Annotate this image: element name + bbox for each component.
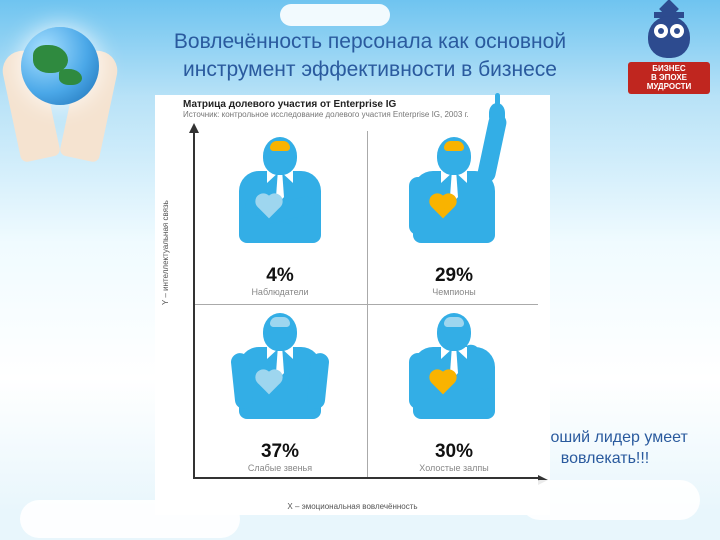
brain-icon — [270, 141, 290, 151]
person-icon — [399, 137, 509, 265]
brain-icon — [270, 317, 290, 327]
quadrant-weak-links: 37%Слабые звенья — [195, 307, 365, 479]
quadrant-observers: 4%Наблюдатели — [195, 131, 365, 303]
quadrant-label: Холостые залпы — [369, 463, 539, 473]
badge-line2: В ЭПОХЕ МУДРОСТИ — [630, 74, 708, 92]
person-icon — [225, 313, 335, 441]
brain-icon — [444, 141, 464, 151]
quadrant-blank-shots: 30%Холостые залпы — [369, 307, 539, 479]
quadrant-percent: 29% — [369, 265, 539, 287]
matrix-grid: 4%Наблюдатели 29%Чемпионы 37%Слабые звен… — [193, 131, 538, 479]
cloud-decor — [20, 500, 240, 538]
y-axis-label: Y – интеллектуальная связь — [161, 200, 170, 305]
cloud-decor — [520, 480, 700, 520]
hands-globe-decor — [5, 5, 115, 175]
quadrant-label: Слабые звенья — [195, 463, 365, 473]
globe-icon — [21, 27, 99, 105]
person-icon — [399, 313, 509, 441]
engagement-matrix: Матрица долевого участия от Enterprise I… — [155, 95, 550, 515]
quadrant-percent: 37% — [195, 441, 365, 463]
quadrant-champions: 29%Чемпионы — [369, 131, 539, 303]
owl-icon — [644, 10, 694, 60]
brain-icon — [444, 317, 464, 327]
quadrant-label: Наблюдатели — [195, 287, 365, 297]
quadrant-percent: 4% — [195, 265, 365, 287]
cloud-decor — [280, 4, 390, 26]
quadrant-percent: 30% — [369, 441, 539, 463]
person-icon — [225, 137, 335, 265]
slide-title: Вовлечённость персонала как основной инс… — [130, 28, 610, 85]
badge-banner: БИЗНЕС В ЭПОХЕ МУДРОСТИ — [628, 62, 710, 94]
brand-badge: БИЗНЕС В ЭПОХЕ МУДРОСТИ — [628, 10, 710, 94]
quadrant-label: Чемпионы — [369, 287, 539, 297]
